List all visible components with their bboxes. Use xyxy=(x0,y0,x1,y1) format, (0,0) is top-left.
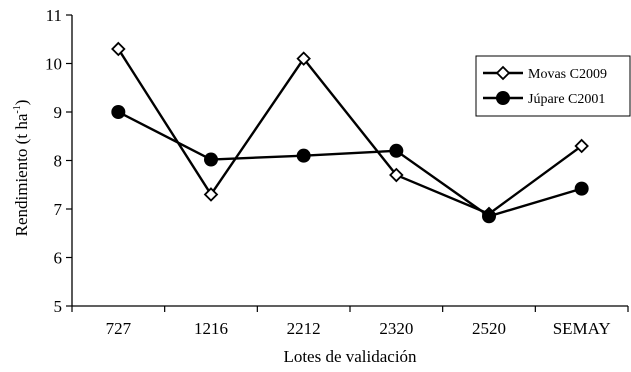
y-tick-label: 9 xyxy=(54,103,63,122)
series-layer xyxy=(111,41,589,224)
series-2 xyxy=(111,105,589,224)
data-point xyxy=(574,138,589,154)
legend: Movas C2009 Júpare C2001 xyxy=(475,55,631,117)
y-tick-label: 8 xyxy=(54,152,63,171)
y-axis-title: Rendimiento (t ha-1) xyxy=(12,100,31,237)
y-tick-label: 6 xyxy=(54,249,63,268)
data-point xyxy=(111,41,126,57)
y-tick-label: 10 xyxy=(45,55,62,74)
legend-swatch-marker xyxy=(496,91,510,105)
y-tick-label: 7 xyxy=(54,200,63,219)
data-point xyxy=(389,143,404,158)
series-line xyxy=(117,110,583,218)
x-axis-title: Lotes de validación xyxy=(283,347,417,366)
legend-item: Júpare C2001 xyxy=(483,91,605,107)
legend-items: Movas C2009 Júpare C2001 xyxy=(483,65,607,107)
legend-label: Júpare C2001 xyxy=(528,92,605,107)
data-point xyxy=(203,187,219,202)
y-tick-label: 5 xyxy=(54,297,63,316)
y-axis-title-main: Rendimiento (t ha xyxy=(12,113,31,236)
legend-box xyxy=(475,55,631,117)
x-tick-label: 1216 xyxy=(194,319,228,338)
series-line xyxy=(117,48,583,216)
y-axis-title-close: ) xyxy=(12,100,31,106)
x-tick-label: SEMAY xyxy=(553,319,611,338)
x-tick-label: 2320 xyxy=(379,319,413,338)
legend-item: Movas C2009 xyxy=(483,65,607,82)
x-tick-label: 2212 xyxy=(287,319,321,338)
y-axis-ticks: 5 6 7 8 9 10 11 xyxy=(45,6,72,316)
data-point xyxy=(482,209,496,224)
legend-swatch-marker xyxy=(495,65,511,81)
y-axis-title-superscript: -1 xyxy=(12,105,23,113)
data-point xyxy=(111,105,126,119)
x-tick-label: 727 xyxy=(106,319,132,338)
x-tick-label: 2520 xyxy=(472,319,506,338)
data-point xyxy=(389,167,404,183)
data-point xyxy=(204,152,218,167)
data-point xyxy=(574,181,589,196)
data-point xyxy=(296,148,311,163)
y-tick-label: 11 xyxy=(46,6,62,25)
legend-label: Movas C2009 xyxy=(528,67,607,82)
data-point xyxy=(296,51,311,66)
x-axis-ticks: 727 1216 2212 2320 2520 SEMAY xyxy=(71,306,629,338)
